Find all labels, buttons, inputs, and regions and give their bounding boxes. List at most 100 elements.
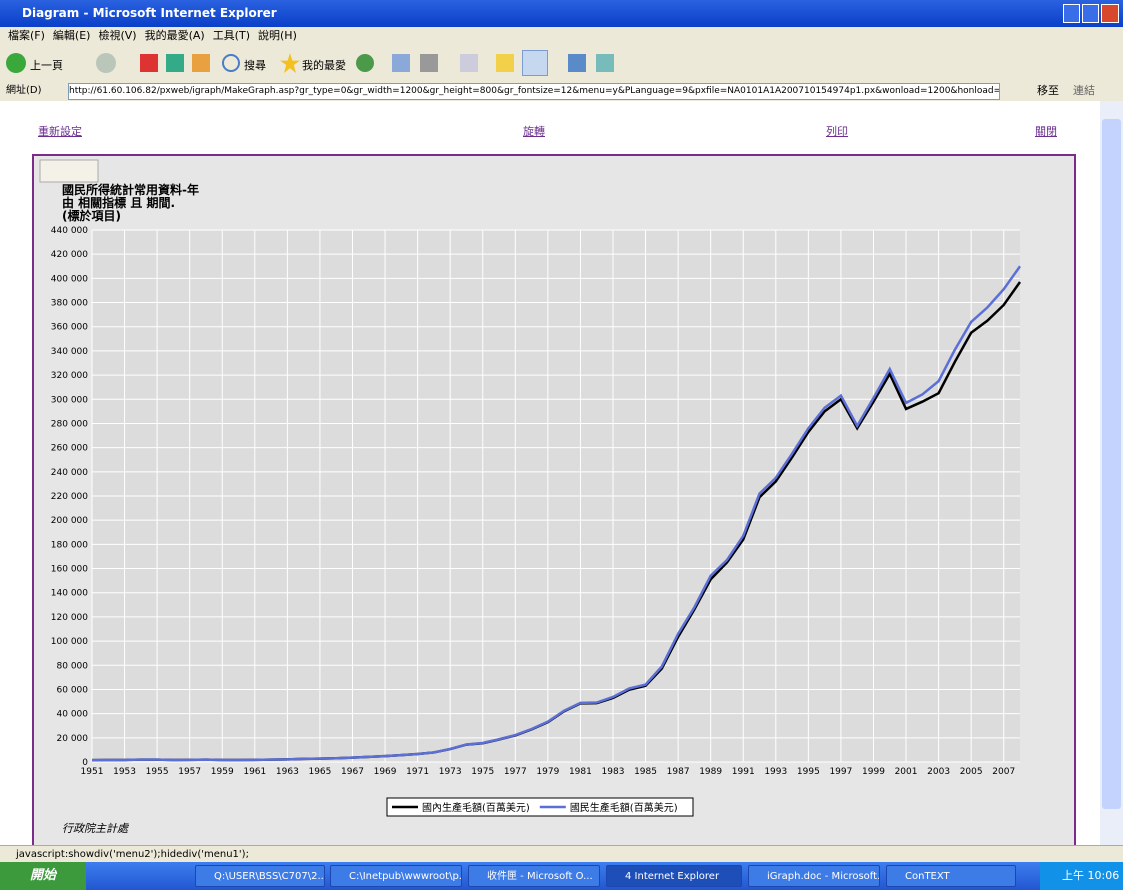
search-button[interactable]: 搜尋 [244,59,266,72]
rotate-link[interactable]: 旋轉 [523,125,545,138]
legend-label: 國內生產毛額(百萬美元) [422,801,530,814]
y-tick-label: 420 000 [51,250,88,260]
x-tick-label: 1979 [536,767,559,777]
y-tick-label: 60 000 [57,685,89,695]
x-tick-label: 1961 [243,767,266,777]
x-tick-label: 1955 [146,767,169,777]
edit-icon[interactable] [460,54,478,72]
x-tick-label: 1987 [667,767,690,777]
y-tick-label: 140 000 [51,589,88,599]
y-tick-label: 120 000 [51,613,88,623]
x-tick-label: 1971 [406,767,429,777]
x-tick-label: 1963 [276,767,299,777]
task-item[interactable]: 4 Internet Explorer [606,865,742,887]
menu-bar: 檔案(F) 編輯(E) 檢視(V) 我的最愛(A) 工具(T) 說明(H) [0,27,1123,45]
menu-item[interactable]: 檔案(F) [8,29,45,42]
print-icon[interactable] [420,54,438,72]
y-tick-label: 200 000 [51,516,88,526]
menu-item[interactable]: 檢視(V) [98,29,137,42]
y-tick-label: 180 000 [51,540,88,550]
task-item[interactable]: ConTEXT [886,865,1016,887]
x-tick-label: 1951 [81,767,104,777]
y-tick-label: 20 000 [57,734,89,744]
mail-icon[interactable] [392,54,410,72]
x-tick-label: 1981 [569,767,592,777]
source: 行政院主計處 [62,822,130,835]
y-tick-label: 400 000 [51,274,88,284]
x-tick-label: 1957 [178,767,201,777]
y-tick-label: 240 000 [51,468,88,478]
x-tick-label: 1969 [374,767,397,777]
go-button[interactable]: 移至 [1037,84,1059,97]
y-tick-label: 220 000 [51,492,88,502]
reset-link[interactable]: 重新設定 [38,125,82,138]
y-tick-label: 160 000 [51,565,88,575]
x-tick-label: 1989 [699,767,722,777]
y-tick-label: 80 000 [57,661,89,671]
chart: 國民所得統計常用資料-年 由 相關指標 且 期間. (標於項目) 行政院主計處 … [32,154,1076,845]
chart-subtitle: 由 相關指標 且 期間. [62,195,175,210]
address-input[interactable]: http://61.60.106.82/pxweb/igraph/MakeGra… [68,83,1000,100]
menu-item[interactable]: 說明(H) [258,29,297,42]
back-button[interactable]: 上一頁 [30,59,63,72]
window-buttons[interactable] [1063,4,1119,23]
x-tick-label: 1997 [829,767,852,777]
x-tick-label: 1973 [439,767,462,777]
scrollbar[interactable] [1100,101,1123,845]
task-item[interactable]: iGraph.doc - Microsoft... [748,865,880,887]
y-tick-label: 280 000 [51,419,88,429]
menu-item[interactable]: 編輯(E) [52,29,91,42]
window-title: Diagram - Microsoft Internet Explorer [0,0,1123,27]
x-tick-label: 1965 [308,767,331,777]
x-tick-label: 2001 [895,767,918,777]
refresh-icon[interactable] [166,54,184,72]
x-tick-label: 1967 [341,767,364,777]
series-line [91,265,1022,762]
toolbar: 上一頁 搜尋 我的最愛 [0,45,1123,81]
x-tick-label: 1983 [602,767,625,777]
status-bar: javascript:showdiv('menu2');hidediv('men… [0,845,1123,863]
task-item[interactable]: 收件匣 - Microsoft O... [468,865,600,887]
messenger-icon[interactable] [522,50,548,76]
favorites-button[interactable]: 我的最愛 [302,59,346,72]
history-icon[interactable] [356,54,374,72]
y-tick-label: 340 000 [51,347,88,357]
chart-note: (標於項目) [62,208,121,223]
task-item[interactable]: Q:\USER\BSS\C707\2... [195,865,325,887]
x-tick-label: 2007 [992,767,1015,777]
y-tick-label: 320 000 [51,371,88,381]
print-link[interactable]: 列印 [826,125,848,138]
menu-item[interactable]: 我的最愛(A) [144,29,205,42]
research-icon[interactable] [568,54,586,72]
x-tick-label: 1995 [797,767,820,777]
legend-label: 國民生產毛額(百萬美元) [570,801,678,814]
x-tick-label: 2005 [960,767,983,777]
forward-icon[interactable] [96,53,116,73]
menu-item[interactable]: 工具(T) [212,29,250,42]
address-label: 網址(D) [6,85,42,96]
back-icon[interactable] [6,53,26,73]
y-tick-label: 100 000 [51,637,88,647]
x-tick-label: 1991 [732,767,755,777]
close-link[interactable]: 關閉 [1035,125,1057,138]
task-item[interactable]: C:\Inetpub\wwwroot\p... [330,865,462,887]
y-tick-label: 380 000 [51,299,88,309]
y-tick-label: 440 000 [51,226,88,236]
home-icon[interactable] [192,54,210,72]
x-tick-label: 2003 [927,767,950,777]
start-button[interactable]: 開始 [0,862,86,890]
x-tick-label: 1999 [862,767,885,777]
y-tick-label: 40 000 [57,710,89,720]
y-tick-label: 260 000 [51,444,88,454]
x-tick-label: 1985 [634,767,657,777]
x-tick-label: 1977 [504,767,527,777]
search-icon[interactable] [222,54,240,72]
tool-icon[interactable] [596,54,614,72]
links-button[interactable]: 連結 [1073,84,1095,97]
x-tick-label: 1975 [471,767,494,777]
taskbar: 開始 Q:\USER\BSS\C707\2... C:\Inetpub\wwwr… [0,862,1123,890]
clock: 上午 10:06 [1040,862,1123,890]
discuss-icon[interactable] [496,54,514,72]
stop-icon[interactable] [140,54,158,72]
chart-toolbar[interactable] [39,159,99,183]
